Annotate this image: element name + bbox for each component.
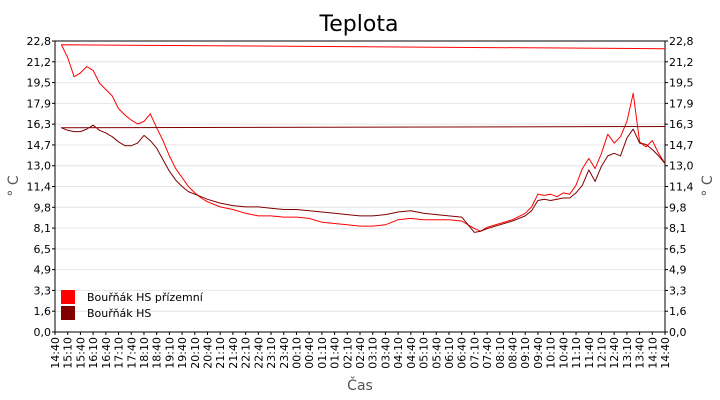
y-tick-label-right: 8,1 xyxy=(669,222,687,235)
x-tick-label: 17:10 xyxy=(113,337,126,369)
x-tick-label: 12:10 xyxy=(595,337,608,369)
x-axis-ticks: 14:40 15:10 15:40 16:10 16:40 17:10 17:40 18:10… xyxy=(49,332,672,369)
y-tick-label-right: 13,0 xyxy=(669,160,694,173)
y-tick-label-left: 19,5 xyxy=(27,77,52,90)
series-line-1 xyxy=(60,124,666,233)
y-tick-label-left: 9,8 xyxy=(34,201,52,214)
x-tick-label: 20:10 xyxy=(189,337,202,369)
y-tick-label-right: 16,3 xyxy=(669,118,694,131)
y-tick-label-right: 4,9 xyxy=(669,264,687,277)
x-tick-label: 03:10 xyxy=(367,337,380,369)
x-tick-label: 10:40 xyxy=(557,337,570,369)
chart-title: Teplota xyxy=(319,12,399,37)
x-tick-label: 00:40 xyxy=(303,337,316,369)
y-tick-label-left: 13,0 xyxy=(27,160,52,173)
x-tick-label: 02:40 xyxy=(354,337,367,369)
x-tick-label: 20:40 xyxy=(202,337,215,369)
x-tick-label: 11:40 xyxy=(583,337,596,369)
y-axis-right-ticks: 0,0 1,6 3,3 4,9 6,5 8,1 9,8 11,4 13,0 14,7 16,3 17,… xyxy=(665,35,694,339)
y-tick-label-right: 17,9 xyxy=(669,97,694,110)
x-tick-label: 01:10 xyxy=(316,337,329,369)
y-tick-label-left: 11,4 xyxy=(27,181,52,194)
y-axis-title-left: ° C xyxy=(6,175,22,196)
x-tick-label: 16:10 xyxy=(87,337,100,369)
x-tick-label: 06:10 xyxy=(443,337,456,369)
legend-label-1: Bouřňák HS xyxy=(87,307,151,320)
x-tick-label: 00:10 xyxy=(290,337,303,369)
y-tick-label-left: 1,6 xyxy=(34,305,52,318)
x-tick-label: 18:40 xyxy=(151,337,164,369)
x-tick-label: 09:40 xyxy=(532,337,545,369)
y-tick-label-left: 3,3 xyxy=(34,284,52,297)
legend-swatch-1 xyxy=(61,306,75,320)
y-tick-label-right: 14,7 xyxy=(669,139,694,152)
x-tick-label: 04:10 xyxy=(392,337,405,369)
x-tick-label: 15:40 xyxy=(74,337,87,369)
x-tick-label: 14:40 xyxy=(49,337,62,369)
x-tick-label: 19:10 xyxy=(163,337,176,369)
x-tick-label: 07:10 xyxy=(468,337,481,369)
x-tick-label: 13:10 xyxy=(621,337,634,369)
y-tick-label-right: 11,4 xyxy=(669,181,694,194)
x-tick-label: 03:40 xyxy=(379,337,392,369)
grid-lines xyxy=(55,40,665,333)
legend-swatch-0 xyxy=(61,290,75,304)
x-tick-label: 21:40 xyxy=(227,337,240,369)
y-tick-label-left: 21,2 xyxy=(27,56,52,69)
y-tick-label-left: 17,9 xyxy=(27,97,52,110)
x-tick-label: 18:10 xyxy=(138,337,151,369)
x-tick-label: 05:40 xyxy=(430,337,443,369)
y-tick-label-right: 0,0 xyxy=(669,326,687,339)
x-tick-label: 13:40 xyxy=(634,337,647,369)
y-tick-label-left: 6,5 xyxy=(34,243,52,256)
x-tick-label: 23:40 xyxy=(278,337,291,369)
y-tick-label-left: 22,8 xyxy=(27,35,52,48)
y-tick-label-right: 6,5 xyxy=(669,243,687,256)
x-tick-label: 12:40 xyxy=(608,337,621,369)
y-tick-label-left: 16,3 xyxy=(27,118,52,131)
x-tick-label: 10:10 xyxy=(545,337,558,369)
x-tick-label: 06:40 xyxy=(456,337,469,369)
x-tick-label: 21:10 xyxy=(214,337,227,369)
y-axis-left-ticks: 0,0 1,6 3,3 4,9 6,5 8,1 9,8 11,4 13,0 14,7 16,3 17,… xyxy=(27,35,55,339)
x-tick-label: 19:40 xyxy=(176,337,189,369)
x-tick-label: 22:40 xyxy=(252,337,265,369)
legend: Bouřňák HS přízemní Bouřňák HS xyxy=(61,290,204,320)
y-tick-label-right: 22,8 xyxy=(669,35,694,48)
x-axis-title: Čas xyxy=(347,376,373,394)
x-tick-label: 02:10 xyxy=(341,337,354,369)
x-tick-label: 09:10 xyxy=(519,337,532,369)
y-tick-label-right: 1,6 xyxy=(669,305,687,318)
x-tick-label: 08:10 xyxy=(494,337,507,369)
y-tick-label-left: 4,9 xyxy=(34,264,52,277)
x-tick-label: 17:40 xyxy=(125,337,138,369)
x-tick-label: 05:10 xyxy=(418,337,431,369)
x-tick-label: 01:40 xyxy=(329,337,342,369)
x-tick-label: 08:40 xyxy=(507,337,520,369)
y-tick-label-left: 0,0 xyxy=(34,326,52,339)
legend-label-0: Bouřňák HS přízemní xyxy=(87,291,204,304)
y-tick-label-left: 14,7 xyxy=(27,139,52,152)
series-lines xyxy=(60,44,666,233)
y-tick-label-right: 9,8 xyxy=(669,201,687,214)
x-tick-label: 11:10 xyxy=(570,337,583,369)
x-tick-label: 14:40 xyxy=(659,337,672,369)
series-line-0 xyxy=(60,44,666,232)
y-axis-title-right: ° C xyxy=(700,175,716,196)
x-tick-label: 23:10 xyxy=(265,337,278,369)
x-tick-label: 15:10 xyxy=(62,337,75,369)
y-tick-label-right: 3,3 xyxy=(669,284,687,297)
y-tick-label-right: 21,2 xyxy=(669,56,694,69)
x-tick-label: 16:40 xyxy=(100,337,113,369)
x-tick-label: 22:10 xyxy=(240,337,253,369)
x-tick-label: 04:40 xyxy=(405,337,418,369)
y-tick-label-right: 19,5 xyxy=(669,77,694,90)
y-tick-label-left: 8,1 xyxy=(34,222,52,235)
x-tick-label: 07:40 xyxy=(481,337,494,369)
x-tick-label: 14:10 xyxy=(646,337,659,369)
